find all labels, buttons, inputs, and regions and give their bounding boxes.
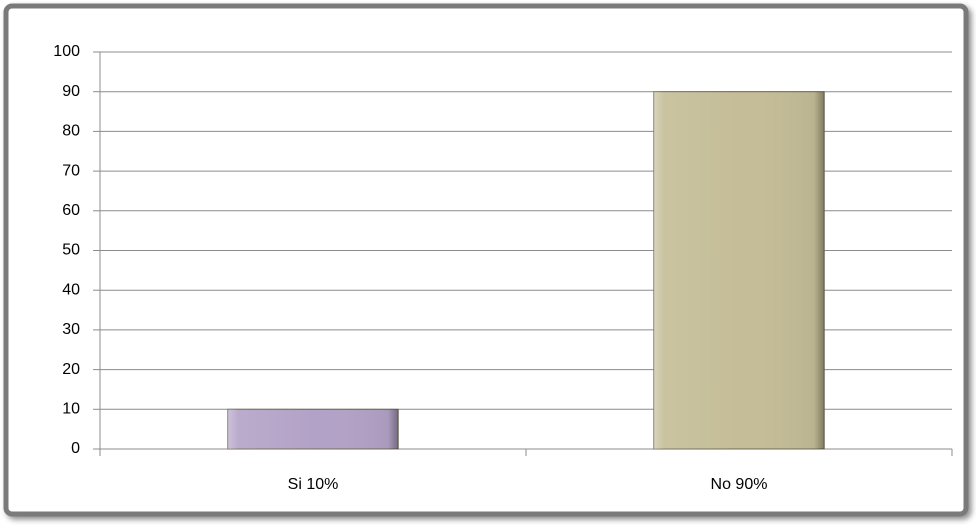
y-tick-label: 40 bbox=[62, 281, 80, 298]
y-tick-label: 10 bbox=[62, 401, 80, 418]
y-tick-label: 80 bbox=[62, 123, 80, 140]
y-tick-label: 30 bbox=[62, 321, 80, 338]
y-tick-label: 20 bbox=[62, 361, 80, 378]
bar bbox=[653, 91, 825, 450]
y-tick-label: 100 bbox=[53, 43, 80, 60]
y-tick-label: 70 bbox=[62, 162, 80, 179]
y-tick-label: 60 bbox=[62, 202, 80, 219]
bar bbox=[227, 408, 399, 450]
y-tick-label: 0 bbox=[71, 440, 80, 457]
y-tick-label: 90 bbox=[62, 83, 80, 100]
x-tick-label: No 90% bbox=[711, 476, 768, 493]
y-tick-label: 50 bbox=[62, 242, 80, 259]
x-tick-label: Si 10% bbox=[288, 476, 339, 493]
